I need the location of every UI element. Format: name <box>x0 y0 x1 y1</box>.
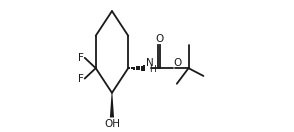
Text: H: H <box>149 65 156 74</box>
Text: O: O <box>155 34 163 44</box>
Text: OH: OH <box>104 119 120 129</box>
Text: N: N <box>146 58 154 68</box>
Text: O: O <box>173 58 182 68</box>
Polygon shape <box>110 93 114 117</box>
Text: F: F <box>78 53 84 63</box>
Text: F: F <box>78 74 84 84</box>
